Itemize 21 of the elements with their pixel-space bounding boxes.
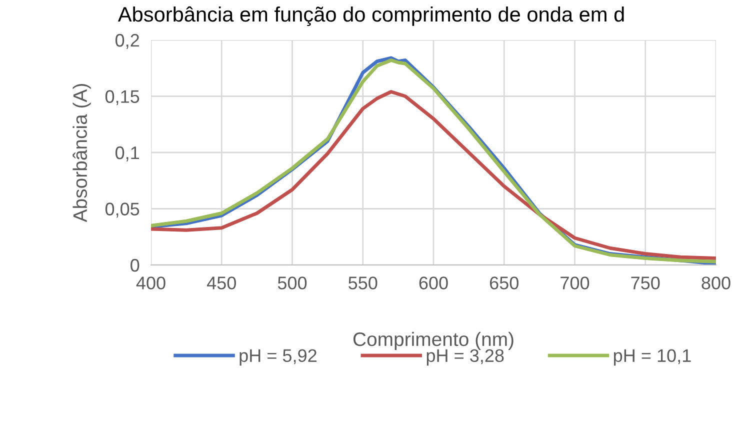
- x-tick-label: 750: [631, 276, 660, 290]
- legend-label: pH = 5,92: [240, 349, 316, 366]
- x-tick-label: 600: [419, 276, 448, 290]
- x-tick-label: 450: [206, 276, 236, 290]
- x-axis-title: Comprimento (nm): [353, 332, 514, 350]
- y-tick-label: 0,15: [105, 90, 140, 106]
- y-tick-label: 0,05: [105, 202, 140, 218]
- y-tick-label: 0: [130, 258, 140, 272]
- x-tick-label: 500: [278, 276, 307, 290]
- x-tick-label: 550: [348, 276, 378, 290]
- x-tick-label: 400: [136, 276, 166, 290]
- x-tick-label: 700: [560, 276, 590, 290]
- x-tick-label: 650: [490, 276, 518, 290]
- x-tick-label: 800: [702, 276, 730, 290]
- line-series: [151, 90, 716, 260]
- y-axis-title: Absorbância (A): [72, 84, 91, 222]
- y-tick-label: 0,1: [115, 146, 140, 162]
- chart-title: Absorbância em função do comprimento de onda em d: [118, 6, 624, 26]
- legend-label: pH = 10,1: [614, 349, 691, 366]
- y-tick-label: 0,2: [115, 34, 139, 49]
- legend-label: pH = 3,28: [426, 349, 504, 366]
